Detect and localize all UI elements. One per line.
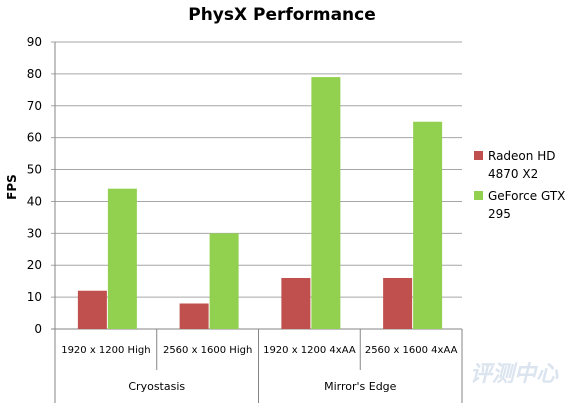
legend-label: 4870 X2 — [488, 167, 538, 181]
y-tick-label: 20 — [27, 258, 42, 272]
bar-radeon-2 — [179, 303, 209, 329]
category-label: 2560 x 1600 High — [163, 345, 252, 356]
legend-swatch — [474, 151, 483, 160]
y-tick-label: 10 — [27, 290, 42, 304]
category-label: 1920 x 1200 4xAA — [263, 345, 356, 356]
y-tick-label: 90 — [27, 35, 42, 49]
group-label: Cryostasis — [128, 380, 185, 393]
bars — [77, 77, 443, 329]
bar-geforce-3 — [311, 77, 341, 329]
bar-geforce-2 — [209, 233, 239, 329]
bar-radeon-4 — [383, 277, 413, 329]
bar-radeon-3 — [281, 277, 311, 329]
y-axis-label: FPS — [5, 174, 19, 200]
legend-label: GeForce GTX — [488, 189, 565, 203]
category-label: 2560 x 1600 4xAA — [365, 345, 458, 356]
y-tick-label: 0 — [34, 322, 42, 336]
bar-radeon-1 — [77, 290, 107, 329]
legend-label: 295 — [488, 207, 511, 221]
watermark-text: 评测中心 — [470, 362, 559, 387]
y-tick-label: 30 — [27, 226, 42, 240]
bar-geforce-1 — [107, 188, 137, 329]
axes: 0 10 20 30 40 50 60 70 80 90 1920 x 1200 High 2560 … — [27, 35, 463, 403]
chart-title: PhysX Performance — [188, 5, 376, 25]
legend-swatch — [474, 191, 483, 200]
group-label: Mirror's Edge — [324, 380, 397, 393]
category-label: 1920 x 1200 High — [61, 345, 150, 356]
legend: Radeon HD 4870 X2 GeForce GTX 295 — [474, 149, 565, 221]
y-tick-label: 50 — [27, 163, 42, 177]
y-tick-label: 80 — [27, 67, 42, 81]
legend-label: Radeon HD — [488, 149, 555, 163]
y-tick-label: 40 — [27, 194, 42, 208]
y-tick-label: 60 — [27, 131, 42, 145]
bar-geforce-4 — [413, 121, 443, 329]
y-tick-label: 70 — [27, 99, 42, 113]
